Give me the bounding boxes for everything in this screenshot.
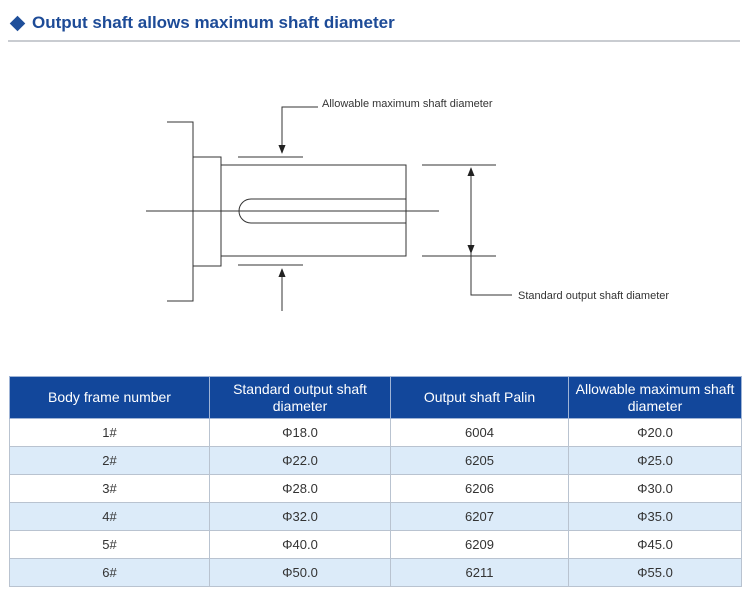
col-header-body-frame: Body frame number xyxy=(9,376,210,419)
cell-standard-dia: Φ28.0 xyxy=(209,474,391,503)
section-header: Output shaft allows maximum shaft diamet… xyxy=(8,13,740,33)
cell-body-frame: 5# xyxy=(9,530,210,559)
cell-body-frame: 6# xyxy=(9,558,210,587)
std-dia-leader xyxy=(470,253,512,296)
max-dia-leader xyxy=(278,106,318,154)
table-row: 1# Φ18.0 6004 Φ20.0 xyxy=(9,418,742,447)
col-header-palin: Output shaft Palin xyxy=(390,376,569,419)
table-header-row: Body frame number Standard output shaft … xyxy=(9,376,742,419)
shaft-spec-table: Body frame number Standard output shaft … xyxy=(9,376,742,587)
cell-body-frame: 1# xyxy=(9,418,210,447)
cell-palin: 6205 xyxy=(390,446,569,475)
header-divider xyxy=(8,40,740,42)
cell-max-dia: Φ25.0 xyxy=(568,446,742,475)
cell-standard-dia: Φ22.0 xyxy=(209,446,391,475)
cell-body-frame: 3# xyxy=(9,474,210,503)
cell-max-dia: Φ55.0 xyxy=(568,558,742,587)
cell-palin: 6211 xyxy=(390,558,569,587)
cell-palin: 6209 xyxy=(390,530,569,559)
table-row: 2# Φ22.0 6205 Φ25.0 xyxy=(9,446,742,475)
table-row: 4# Φ32.0 6207 Φ35.0 xyxy=(9,502,742,531)
cell-max-dia: Φ45.0 xyxy=(568,530,742,559)
label-standard-output: Standard output shaft diameter xyxy=(518,290,669,302)
cell-palin: 6207 xyxy=(390,502,569,531)
cell-palin: 6206 xyxy=(390,474,569,503)
cell-standard-dia: Φ50.0 xyxy=(209,558,391,587)
col-header-standard-dia: Standard output shaft diameter xyxy=(209,376,391,419)
cell-body-frame: 4# xyxy=(9,502,210,531)
label-allowable-max: Allowable maximum shaft diameter xyxy=(322,98,493,110)
cell-standard-dia: Φ32.0 xyxy=(209,502,391,531)
cell-standard-dia: Φ18.0 xyxy=(209,418,391,447)
cell-max-dia: Φ35.0 xyxy=(568,502,742,531)
cell-body-frame: 2# xyxy=(9,446,210,475)
cell-palin: 6004 xyxy=(390,418,569,447)
table-row: 6# Φ50.0 6211 Φ55.0 xyxy=(9,558,742,587)
col-header-max-dia: Allowable maximum shaft diameter xyxy=(568,376,742,419)
shaft-diagram: Allowable maximum shaft diameter Standar… xyxy=(146,98,669,311)
cell-standard-dia: Φ40.0 xyxy=(209,530,391,559)
table-row: 5# Φ40.0 6209 Φ45.0 xyxy=(9,530,742,559)
cell-max-dia: Φ20.0 xyxy=(568,418,742,447)
section-title: Output shaft allows maximum shaft diamet… xyxy=(32,13,395,32)
table-row: 3# Φ28.0 6206 Φ30.0 xyxy=(9,474,742,503)
cell-max-dia: Φ30.0 xyxy=(568,474,742,503)
